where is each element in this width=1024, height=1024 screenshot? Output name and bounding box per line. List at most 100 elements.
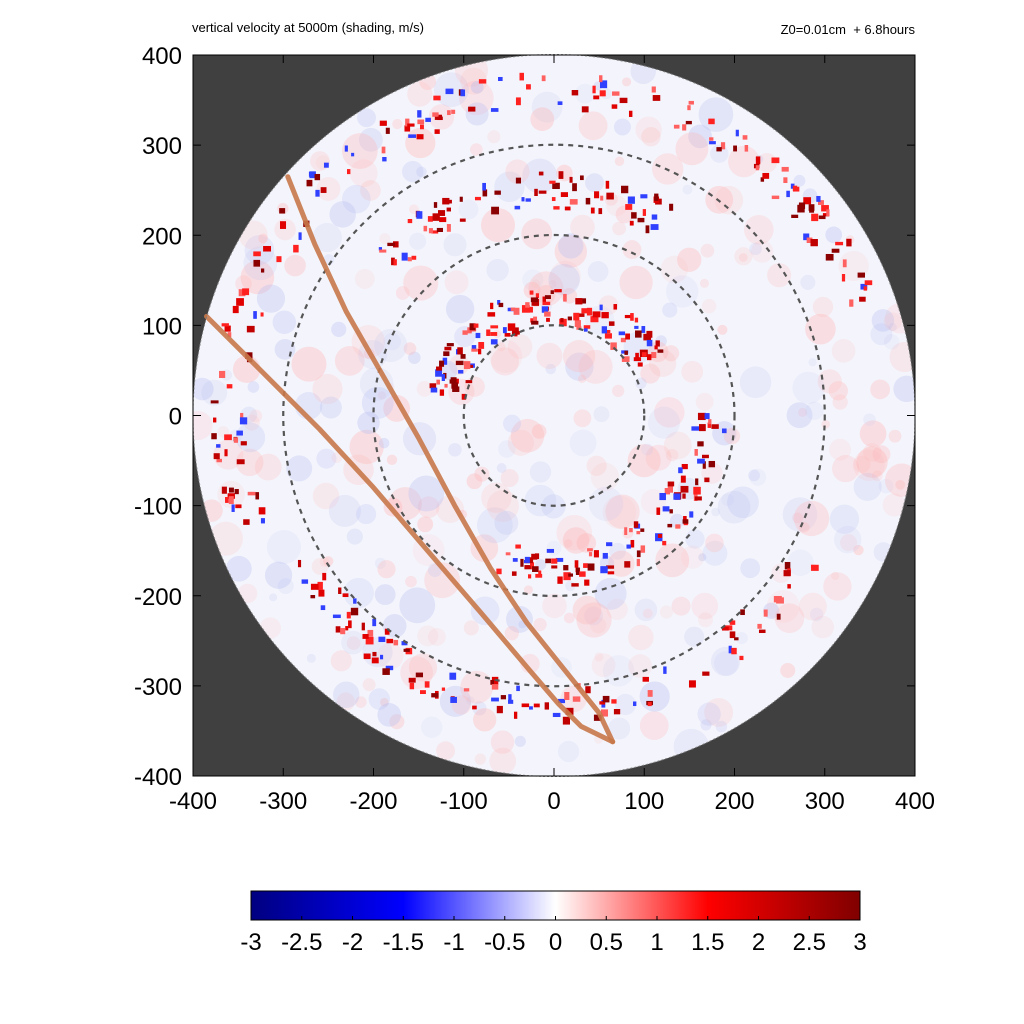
updraft-cell [602,695,610,703]
updraft-cell [468,106,476,112]
velocity-texture-cell [563,612,575,624]
updraft-cell [557,576,563,584]
updraft-cell [322,572,327,581]
velocity-texture-cell [444,270,469,295]
velocity-texture-cell [888,323,897,332]
velocity-texture-cell [286,455,313,482]
updraft-cell [680,475,686,483]
velocity-texture-cell [675,132,709,166]
updraft-cell [362,634,369,639]
updraft-cell [558,171,564,179]
updraft-cell [798,202,806,209]
updraft-cell [512,327,519,335]
updraft-cell [438,210,446,216]
velocity-texture-cell [514,735,526,748]
velocity-texture-cell [634,598,658,622]
updraft-cell [535,573,543,578]
updraft-cell [441,687,446,691]
updraft-cell [478,341,485,349]
velocity-texture-cell [872,445,891,464]
updraft-cell [574,320,581,328]
velocity-texture-cell [700,243,715,258]
velocity-texture-cell [459,80,494,116]
velocity-texture-cell [895,479,906,490]
updraft-cell [454,378,459,384]
updraft-cell [491,206,500,215]
velocity-texture-cell [767,263,792,288]
updraft-cell [552,182,560,190]
updraft-cell [345,626,349,631]
velocity-texture-cell [331,452,343,463]
velocity-texture-cell [662,302,678,318]
velocity-texture-cell [853,455,871,473]
velocity-texture-cell [510,418,545,453]
updraft-cell [455,360,464,366]
updraft-cell [258,507,266,515]
updraft-cell [784,561,791,570]
updraft-cell [634,325,639,329]
updraft-cell [546,548,555,553]
updraft-cell [582,298,587,304]
velocity-texture-cell [402,160,424,183]
updraft-cell [783,570,791,577]
updraft-cell [611,104,618,109]
updraft-cell [541,75,546,82]
updraft-cell [521,197,525,202]
velocity-texture-cell [247,381,260,393]
updraft-cell [755,156,761,165]
updraft-cell [760,177,765,182]
updraft-cell [806,237,813,244]
velocity-texture-cell [316,176,341,201]
updraft-cell [496,568,502,575]
velocity-texture-cell [531,91,563,123]
updraft-cell [688,680,696,688]
updraft-cell [465,380,473,384]
updraft-cell [409,682,415,690]
velocity-texture-cell [665,275,699,308]
velocity-texture-cell [575,83,596,104]
updraft-cell [822,213,830,217]
velocity-texture-cell [358,127,383,152]
updraft-cell [599,90,606,97]
velocity-texture-cell [374,557,387,569]
velocity-texture-cell [463,620,479,636]
updraft-cell [298,232,302,240]
updraft-cell [758,629,766,634]
velocity-texture-cell [330,650,352,672]
updraft-cell [405,118,410,127]
updraft-cell [682,124,687,131]
velocity-texture-cell [594,652,604,662]
updraft-cell [577,313,585,317]
velocity-texture-cell [408,475,445,512]
velocity-texture-cell [481,482,512,513]
updraft-cell [463,361,471,370]
velocity-texture-cell [640,489,667,515]
track-line-1 [204,313,616,745]
velocity-texture-cell [417,625,439,647]
updraft-cell [647,690,653,697]
velocity-texture-cell [549,260,581,292]
chart-title: vertical velocity at 5000m (shading, m/s… [192,20,424,35]
updraft-cell [320,187,327,193]
updraft-cell [502,327,507,334]
velocity-texture-cell [386,454,398,466]
updraft-cell [279,221,287,229]
velocity-texture-cell [416,381,433,397]
updraft-cell [521,703,530,708]
updraft-cell [276,256,282,263]
updraft-cell [641,352,647,357]
velocity-texture-cell [635,116,662,143]
updraft-cell [490,679,495,685]
updraft-cell [227,332,232,338]
updraft-cell [546,317,550,322]
velocity-texture-cell [685,529,705,549]
velocity-texture-cell [641,443,654,456]
updraft-cell [640,545,646,553]
updraft-cell [659,492,666,501]
updraft-cell [646,330,653,338]
updraft-cell [846,238,852,247]
x-tick-label: 300 [805,788,845,815]
velocity-texture-cell [628,624,654,651]
velocity-texture-cell [711,507,720,517]
velocity-texture-cell [274,218,296,241]
